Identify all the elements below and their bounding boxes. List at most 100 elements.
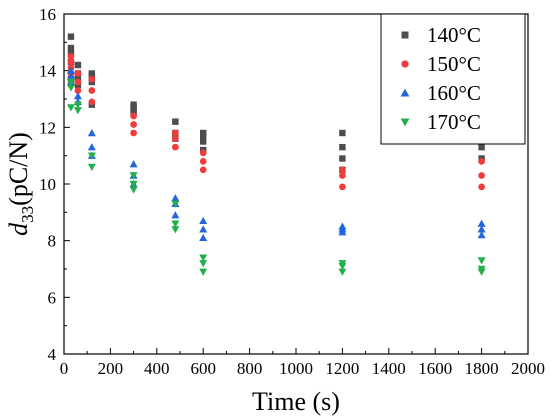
data-point-series-3: [199, 233, 208, 242]
x-tick-label: 1400: [372, 359, 406, 378]
data-point-series-2: [67, 53, 75, 60]
data-point-series-1: [478, 143, 485, 151]
data-point-series-3: [87, 129, 96, 137]
data-point-series-1: [74, 61, 82, 69]
data-point-series-4: [129, 186, 138, 194]
data-point-series-2: [130, 112, 137, 120]
x-axis-ticks: 0 200 400 600 800 1000 1200 1400 1600 1800 2000: [60, 348, 545, 378]
data-point-series-4: [199, 254, 208, 262]
y-axis-title-base: d: [4, 222, 33, 236]
x-tick-label: 1200: [325, 359, 359, 378]
data-point-series-2: [172, 143, 179, 151]
data-point-series-2: [478, 172, 485, 179]
legend-marker-series-3: [400, 88, 410, 97]
data-point-series-2: [199, 149, 207, 157]
y-tick-label: 14: [39, 62, 57, 81]
data-point-series-2: [74, 70, 82, 77]
data-point-series-2: [88, 98, 96, 106]
x-tick-label: 1600: [418, 359, 452, 378]
data-point-series-4: [477, 268, 486, 276]
data-point-series-3: [199, 225, 208, 233]
data-point-series-4: [129, 172, 138, 180]
legend-marker-series-2: [401, 60, 409, 68]
data-point-series-4: [73, 107, 82, 115]
data-point-series-2: [339, 166, 346, 174]
data-point-series-4: [199, 268, 208, 276]
y-tick-label: 6: [48, 288, 57, 307]
legend-label: 140°C: [427, 23, 481, 47]
y-axis-ticks: 4 6 8 10 12 14 16: [39, 5, 70, 364]
data-point-series-1: [339, 143, 346, 151]
data-markers: [66, 33, 486, 276]
data-point-series-4: [171, 226, 180, 234]
data-point-series-2: [88, 75, 96, 83]
data-point-series-2: [74, 78, 82, 86]
data-point-series-1: [339, 155, 346, 162]
data-point-series-4: [66, 84, 75, 92]
data-point-series-3: [199, 216, 208, 225]
y-tick-label: 4: [48, 345, 57, 364]
x-tick-label: 800: [237, 359, 263, 378]
data-point-series-3: [477, 219, 486, 227]
data-point-series-1: [172, 118, 179, 125]
data-point-series-1: [200, 138, 207, 145]
data-point-series-1: [67, 44, 75, 52]
legend-label: 160°C: [427, 81, 481, 105]
data-point-series-4: [338, 268, 347, 276]
data-point-series-4: [129, 180, 138, 188]
data-point-series-1: [339, 129, 346, 137]
data-point-series-4: [171, 220, 180, 228]
x-tick-label: 600: [190, 359, 216, 378]
data-point-series-2: [74, 87, 82, 94]
data-point-series-1: [67, 33, 75, 40]
data-point-series-3: [129, 160, 138, 168]
y-axis-title-subscript: 33: [18, 206, 37, 223]
data-point-series-2: [172, 129, 179, 137]
data-point-series-2: [199, 166, 207, 174]
data-point-series-1: [200, 132, 207, 140]
data-point-series-2: [88, 87, 96, 94]
legend-label: 150°C: [427, 52, 481, 76]
data-point-series-3: [338, 228, 347, 236]
x-tick-label: 2000: [511, 359, 545, 378]
data-point-series-2: [130, 129, 137, 137]
data-point-series-3: [171, 211, 180, 219]
data-point-series-4: [87, 163, 96, 171]
data-point-series-4: [66, 78, 75, 86]
data-point-series-4: [477, 257, 486, 265]
data-point-series-3: [87, 143, 96, 151]
data-point-series-2: [478, 157, 485, 165]
x-tick-label: 400: [144, 359, 170, 378]
data-point-series-4: [87, 152, 96, 160]
data-point-series-4: [66, 104, 75, 112]
x-tick-label: 1000: [279, 359, 313, 378]
data-point-series-4: [73, 101, 82, 109]
x-tick-label: 200: [98, 359, 124, 378]
data-point-series-3: [66, 66, 75, 74]
x-tick-label: 1800: [465, 359, 499, 378]
data-point-series-3: [66, 72, 75, 80]
data-point-series-3: [73, 92, 82, 100]
y-tick-label: 16: [39, 5, 56, 24]
data-point-series-3: [171, 194, 180, 202]
y-tick-label: 10: [39, 175, 56, 194]
data-point-series-4: [199, 260, 208, 268]
data-point-series-2: [67, 58, 75, 66]
data-point-series-3: [477, 225, 486, 233]
data-point-series-2: [130, 121, 137, 128]
legend-marker-series-4: [400, 118, 410, 127]
data-point-series-4: [338, 262, 347, 271]
y-tick-label: 8: [48, 232, 57, 251]
legend: 140°C 150°C 160°C 170°C: [380, 13, 526, 145]
x-axis-title: Time (s): [252, 387, 340, 416]
data-point-series-4: [171, 200, 180, 208]
data-point-series-3: [477, 231, 486, 239]
x-tick-label: 0: [60, 359, 69, 378]
y-tick-label: 12: [39, 118, 56, 137]
legend-label: 170°C: [427, 110, 481, 134]
data-point-series-2: [478, 183, 485, 191]
y-axis-title-unit: (pC/N): [4, 132, 33, 206]
legend-marker-series-1: [401, 31, 409, 39]
data-point-series-2: [339, 172, 346, 179]
